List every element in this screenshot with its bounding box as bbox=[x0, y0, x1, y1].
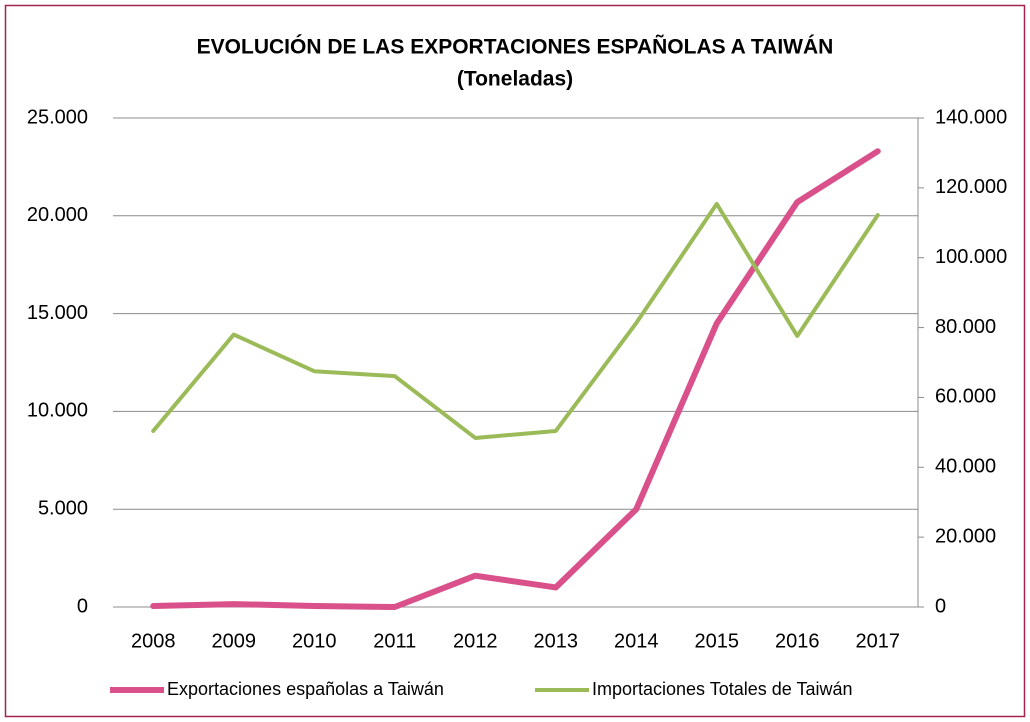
y2-tick-label: 120.000 bbox=[935, 176, 1007, 198]
y2-tick-label: 80.000 bbox=[935, 316, 996, 338]
y2-tick-label: 0 bbox=[935, 595, 946, 617]
y2-tick-label: 140.000 bbox=[935, 106, 1007, 128]
legend-label: Importaciones Totales de Taiwán bbox=[592, 679, 853, 699]
chart-title: EVOLUCIÓN DE LAS EXPORTACIONES ESPAÑOLAS… bbox=[197, 35, 834, 59]
chart-subtitle: (Toneladas) bbox=[457, 68, 573, 91]
y-tick-label: 15.000 bbox=[27, 302, 88, 324]
y-tick-label: 10.000 bbox=[27, 400, 88, 422]
y2-tick-label: 60.000 bbox=[935, 386, 996, 408]
series-line bbox=[151, 201, 880, 440]
y2-tick-label: 100.000 bbox=[935, 246, 1007, 268]
y-tick-label: 25.000 bbox=[27, 106, 88, 128]
series-line bbox=[150, 148, 881, 610]
x-tick-label: 2010 bbox=[292, 630, 337, 652]
x-tick-label: 2014 bbox=[614, 630, 659, 652]
y-tick-label: 5.000 bbox=[38, 497, 88, 519]
x-tick-label: 2013 bbox=[534, 630, 579, 652]
x-tick-label: 2008 bbox=[131, 630, 176, 652]
chart-border bbox=[4, 4, 1026, 718]
x-tick-label: 2009 bbox=[212, 630, 257, 652]
x-tick-label: 2012 bbox=[453, 630, 498, 652]
legend-label: Exportaciones españolas a Taiwán bbox=[167, 679, 444, 699]
y2-tick-label: 20.000 bbox=[935, 525, 996, 547]
y-tick-label: 20.000 bbox=[27, 204, 88, 226]
y-tick-label: 0 bbox=[77, 595, 88, 617]
x-tick-label: 2011 bbox=[373, 630, 416, 652]
x-tick-label: 2016 bbox=[775, 630, 820, 652]
x-tick-label: 2015 bbox=[695, 630, 740, 652]
y2-tick-label: 40.000 bbox=[935, 456, 996, 478]
x-tick-label: 2017 bbox=[856, 630, 901, 652]
